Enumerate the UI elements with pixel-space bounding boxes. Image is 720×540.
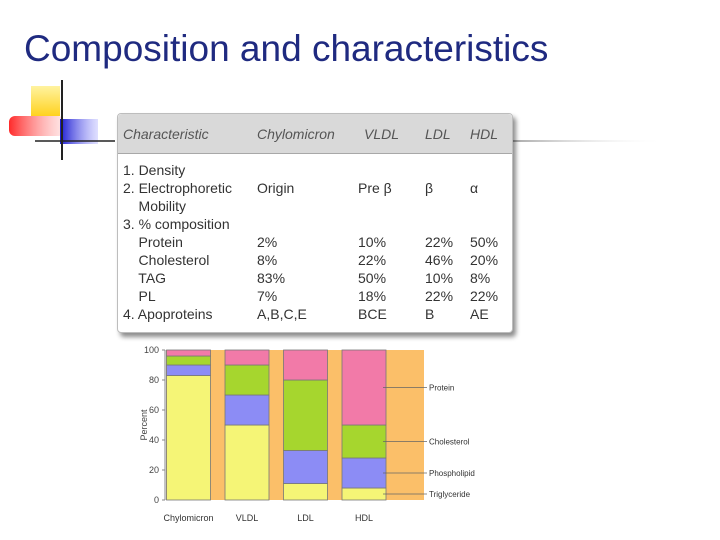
- bar-segment-cholesterol: [224, 364, 270, 396]
- table-header-ldl: LDL: [425, 126, 451, 142]
- table-cell: 2%: [257, 234, 278, 250]
- table-cell: 20%: [470, 252, 499, 268]
- table-cell: 2. Electrophoretic: [123, 180, 232, 196]
- y-tick-label: 40: [149, 435, 159, 445]
- table-cell: B: [425, 306, 435, 322]
- legend-label-phospholipid: Phospholipid: [429, 469, 475, 478]
- table-cell: 22%: [470, 288, 499, 304]
- table-cell: 83%: [257, 270, 286, 286]
- y-tick-label: 0: [154, 495, 159, 505]
- table-cell: 3. % composition: [123, 216, 230, 232]
- table-cell: AE: [470, 306, 489, 322]
- table-cell: 10%: [425, 270, 454, 286]
- table-cell: Cholesterol: [123, 252, 210, 268]
- x-category-label: LDL: [297, 513, 314, 523]
- x-category-label: Chylomicron: [163, 513, 213, 523]
- table-cell: Pre β: [358, 180, 392, 196]
- table-cell: Mobility: [123, 198, 187, 214]
- table-cell: 22%: [425, 288, 454, 304]
- table-cell: 22%: [358, 252, 387, 268]
- bar-segment-triglyceride: [166, 375, 211, 501]
- table-cell: 10%: [358, 234, 387, 250]
- bar-segment-triglyceride: [224, 424, 270, 501]
- bar-segment-cholesterol: [283, 379, 328, 451]
- table-cell: 22%: [425, 234, 454, 250]
- table-cell: 4. Apoproteins: [123, 306, 213, 322]
- table-cell: 7%: [257, 288, 278, 304]
- y-axis-label: Percent: [139, 409, 149, 441]
- table-cell: PL: [123, 288, 156, 304]
- table-cell: β: [425, 180, 434, 196]
- bar-segment-triglyceride: [283, 483, 328, 501]
- table-cell: A,B,C,E: [257, 306, 307, 322]
- bar-segment-phospholipid: [341, 457, 387, 489]
- legend-label-cholesterol: Cholesterol: [429, 438, 470, 447]
- table-header-vldl: VLDL: [364, 126, 400, 142]
- table-cell: 8%: [470, 270, 491, 286]
- bar-segment-phospholipid: [166, 364, 211, 376]
- bar-segment-cholesterol: [166, 355, 211, 366]
- table-header-characteristic: Characteristic: [123, 126, 209, 142]
- table-header-row: Characteristic Chylomicron VLDL LDL HDL: [118, 114, 512, 154]
- legend-label-protein: Protein: [429, 384, 454, 393]
- bar-segment-protein: [166, 349, 211, 357]
- deco-red-bar: [9, 116, 64, 136]
- x-category-label: VLDL: [236, 513, 259, 523]
- x-category-label: HDL: [355, 513, 373, 523]
- table-cell: 46%: [425, 252, 454, 268]
- y-tick-label: 60: [149, 405, 159, 415]
- bar-segment-phospholipid: [224, 394, 270, 426]
- table-header-hdl: HDL: [470, 126, 499, 142]
- table-cell: 50%: [470, 234, 499, 250]
- legend-label-triglyceride: Triglyceride: [429, 490, 471, 499]
- bar-segment-protein: [224, 349, 270, 366]
- table-cell: Protein: [123, 234, 183, 250]
- table-cell: Origin: [257, 180, 295, 196]
- bar-segment-protein: [341, 349, 387, 426]
- table-cell: 50%: [358, 270, 387, 286]
- deco-blue-square: [60, 119, 98, 144]
- y-tick-label: 100: [144, 345, 159, 355]
- bar-segment-protein: [283, 349, 328, 381]
- bar-segment-cholesterol: [341, 424, 387, 459]
- y-tick-label: 80: [149, 375, 159, 385]
- lipoprotein-table: Characteristic Chylomicron VLDL LDL HDL …: [117, 113, 513, 333]
- bar-segment-triglyceride: [341, 487, 387, 501]
- table-cell: TAG: [123, 270, 167, 286]
- deco-gray-rule: [500, 140, 665, 142]
- table-cell: 18%: [358, 288, 387, 304]
- lipoprotein-composition-chart: 0 20 40 60 80 100 Percent Chylomicron VLDL LDL HDL…: [139, 345, 475, 523]
- table-cell: α: [470, 180, 479, 196]
- deco-yellow-square: [31, 86, 60, 116]
- table-cell: 1. Density: [123, 162, 186, 178]
- y-tick-label: 20: [149, 465, 159, 475]
- table-cell: 8%: [257, 252, 278, 268]
- slide-title: Composition and characteristics: [24, 28, 549, 69]
- table-header-chylomicron: Chylomicron: [257, 126, 335, 142]
- bar-segment-phospholipid: [283, 450, 328, 484]
- table-cell: BCE: [358, 306, 387, 322]
